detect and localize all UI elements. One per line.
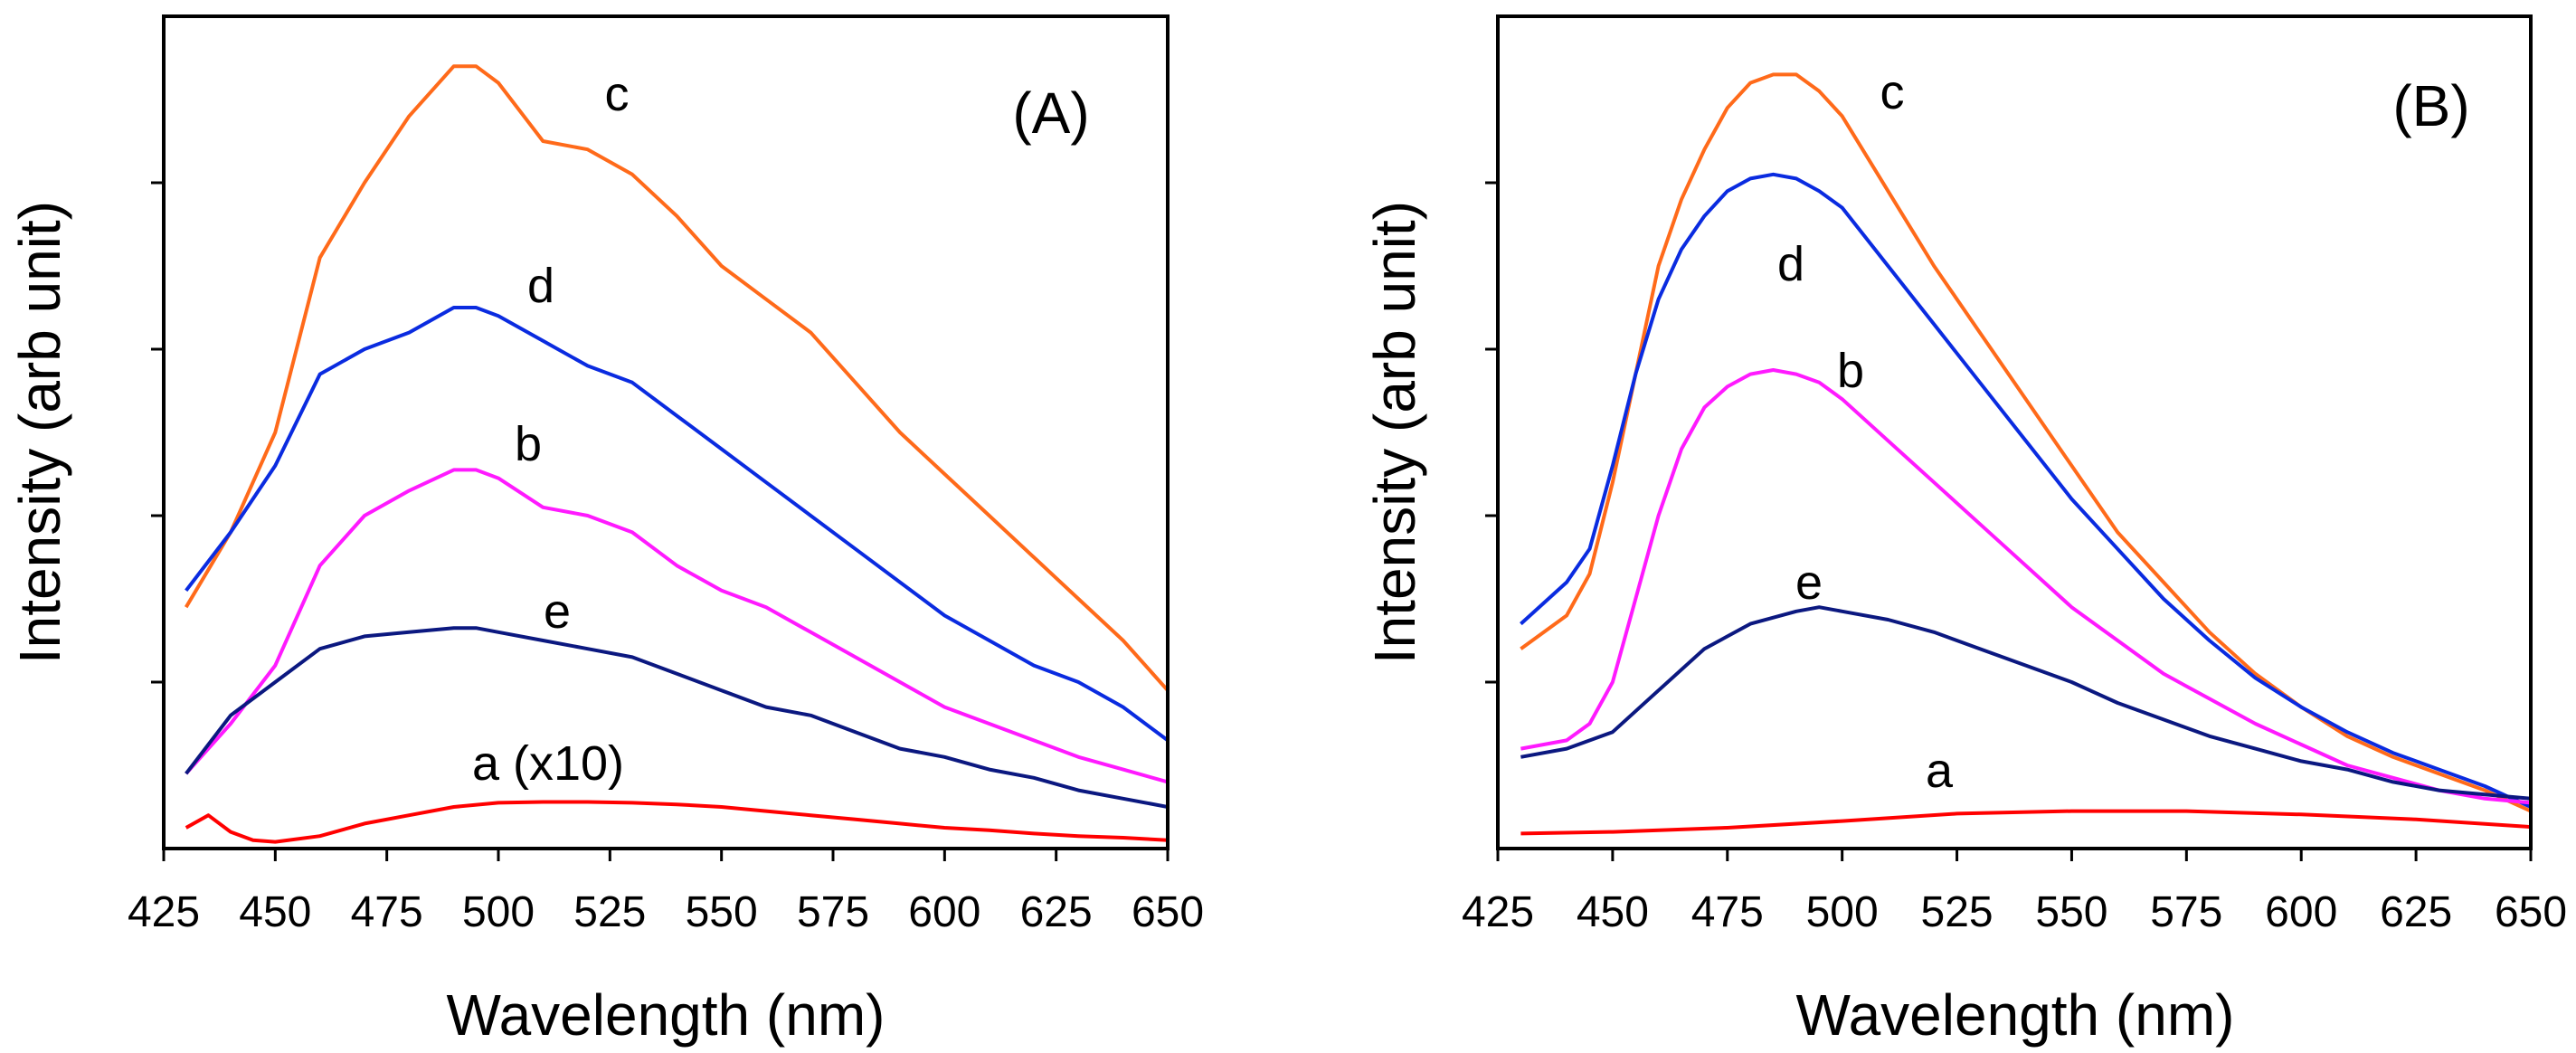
panel-a-x-tick-label: 450	[239, 888, 311, 936]
panel-a-label: (A)	[1012, 81, 1089, 146]
panel-a-x-tick-label: 475	[351, 888, 423, 936]
panel-a-series-label-b: b	[515, 417, 542, 471]
panel-a-series-e-line	[185, 626, 1169, 809]
panel-a-tick-layer: 425 450 475 500 525 550 575 600 625 650	[128, 181, 1204, 936]
panel-b-x-tick-label: 425	[1462, 888, 1534, 936]
panel-b-x-tick-label: 650	[2495, 888, 2567, 936]
panel-a-x-tick-label: 650	[1132, 888, 1204, 936]
panel-b-y-axis-label: Intensity (arb unit)	[1362, 201, 1427, 664]
panel-b-x-tick-label: 450	[1577, 888, 1649, 936]
panel-b-x-tick-label: 575	[2150, 888, 2222, 936]
panel-a-series-a-line	[185, 800, 1169, 844]
panel-b-x-tick-label: 475	[1691, 888, 1764, 936]
panel-b-series-label-d: d	[1777, 237, 1804, 291]
panel-b-x-tick-label: 550	[2035, 888, 2107, 936]
panel-a-series-label-a: a (x10)	[472, 736, 624, 791]
panel-a-series-b-line	[185, 468, 1169, 784]
panel-b: 425 450 475 500 525 550 575 600 625 650 (B) Wavel…	[1362, 14, 2567, 1048]
panel-b-tick-layer: 425 450 475 500 525 550 575 600 625 650	[1462, 181, 2567, 936]
panel-b-label: (B)	[2392, 73, 2469, 138]
panel-b-series-label-b: b	[1837, 344, 1864, 398]
panel-b-x-axis-label: Wavelength (nm)	[1796, 982, 2235, 1048]
panel-b-series-label-a: a	[1926, 744, 1954, 798]
panel-a: 425 450 475 500 525 550 575 600 625 650 (A) Wavel…	[7, 14, 1204, 1048]
panel-a-series-label-d: d	[527, 259, 554, 313]
panel-a-plot-frame	[162, 14, 1170, 850]
panel-b-series-d-line	[1520, 172, 2532, 809]
panel-b-series-a-line	[1520, 809, 2532, 836]
panel-a-x-tick-label: 500	[462, 888, 535, 936]
panel-b-plot-frame	[1496, 14, 2533, 850]
panel-a-x-tick-label: 425	[128, 888, 200, 936]
panel-a-x-tick-label: 625	[1020, 888, 1093, 936]
panel-b-x-tick-label: 625	[2380, 888, 2452, 936]
panel-b-series-layer	[1520, 72, 2532, 836]
panel-b-x-tick-label: 525	[1921, 888, 1994, 936]
panel-b-x-tick-label: 500	[1806, 888, 1879, 936]
panel-b-series-e-line	[1520, 605, 2532, 801]
panel-a-series-layer	[184, 64, 1170, 844]
panel-a-y-axis-label: Intensity (arb unit)	[7, 201, 72, 664]
panel-a-x-tick-label: 600	[908, 888, 980, 936]
panel-a-x-tick-label: 575	[797, 888, 869, 936]
panel-b-series-b-line	[1520, 368, 2532, 805]
panel-a-series-label-e: e	[544, 584, 571, 639]
panel-b-series-label-c: c	[1880, 65, 1905, 119]
panel-a-x-tick-label: 525	[573, 888, 646, 936]
panel-a-x-axis-label: Wavelength (nm)	[447, 982, 886, 1048]
panel-a-series-label-c: c	[605, 67, 630, 121]
panel-a-x-tick-label: 550	[686, 888, 758, 936]
panel-b-x-tick-label: 600	[2265, 888, 2337, 936]
panel-a-series-c-line	[184, 64, 1170, 692]
panel-a-series-d-line	[185, 306, 1170, 743]
panel-b-series-label-e: e	[1795, 555, 1823, 610]
